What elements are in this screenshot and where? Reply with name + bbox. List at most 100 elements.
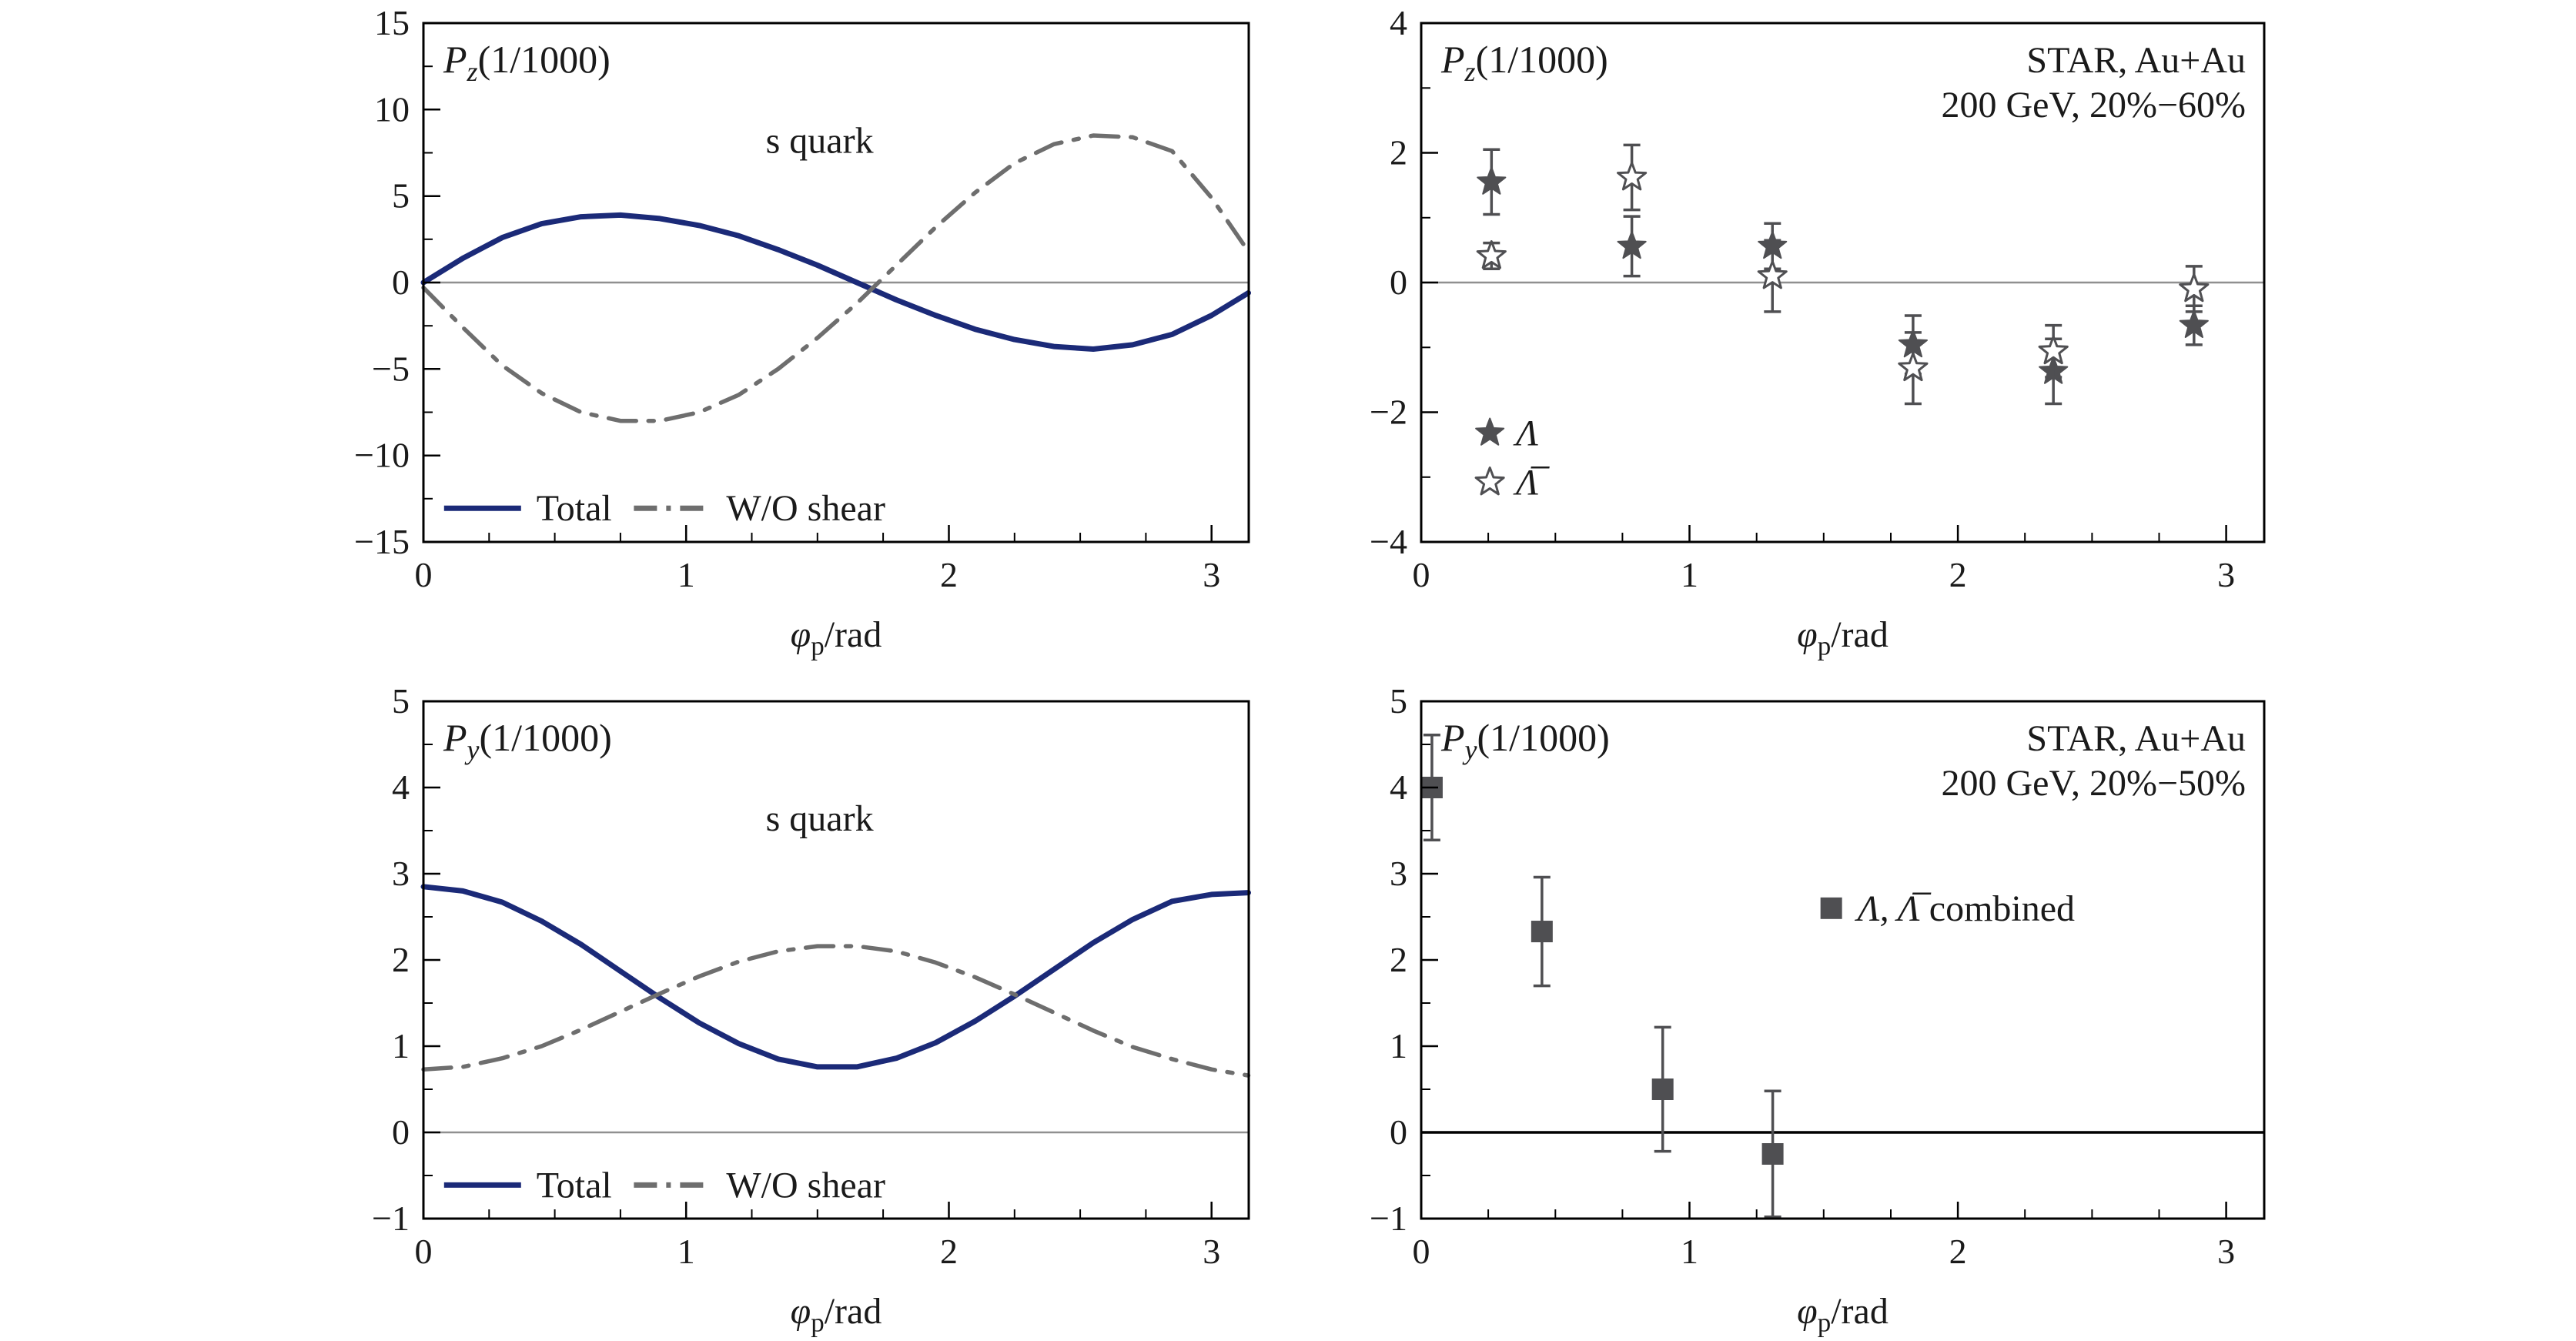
header-line: 200 GeV, 20%−50% xyxy=(1942,763,2246,804)
axis-frame xyxy=(422,700,1250,1220)
x-tick-label: 1 xyxy=(1681,1232,1698,1271)
x-tick-label: 1 xyxy=(677,1232,695,1271)
star-open-marker xyxy=(1757,260,1788,289)
y-tick-label: 2 xyxy=(1390,133,1407,172)
legend-label: Total xyxy=(537,1165,612,1206)
series-line-total xyxy=(420,884,1251,1070)
series-line-total xyxy=(420,212,1251,352)
legend-item: W/O shear xyxy=(634,1165,885,1206)
data-point xyxy=(2179,273,2210,303)
y-tick-label: 15 xyxy=(374,3,410,42)
ticks xyxy=(422,22,1213,543)
header-line: 200 GeV, 20%−60% xyxy=(1942,85,2246,125)
square-marker xyxy=(1820,897,1842,919)
legend-label: W/O shear xyxy=(726,488,885,529)
legend-item: Λ xyxy=(1475,413,1538,453)
y-tick-label: 0 xyxy=(392,263,410,302)
y-tick-label: 1 xyxy=(1390,1026,1407,1065)
x-tick-label: 2 xyxy=(940,1232,958,1271)
data-point xyxy=(1761,1143,1784,1165)
series-line-w-o-shear xyxy=(421,944,1251,1078)
y-tick-label: 0 xyxy=(392,1112,410,1152)
legend-label: Λ, Λ̅ combined xyxy=(1855,888,2075,929)
x-axis-label: φp/rad xyxy=(791,614,882,661)
panel-title: Py(1/1000) xyxy=(443,716,612,765)
minor-ticks xyxy=(423,744,1147,1219)
panel-pz-model: 0 1 2 3 −15 −10 −5 0 5 10 15 φp/rad Pz(1/1000) s quar… xyxy=(354,3,1251,661)
star-filled-marker xyxy=(1617,230,1647,259)
star-filled-marker xyxy=(2179,309,2209,338)
star-open-marker xyxy=(2179,273,2210,303)
y-tick-label: −1 xyxy=(1370,1199,1407,1238)
star-filled-marker xyxy=(1477,166,1507,195)
data-point xyxy=(1617,230,1647,259)
x-tick-label: 3 xyxy=(2217,1232,2235,1271)
annotation: s quark xyxy=(766,798,874,839)
y-tick-label: 4 xyxy=(392,767,410,807)
annotation: s quark xyxy=(766,121,874,162)
legend-label: W/O shear xyxy=(726,1165,885,1206)
ticks xyxy=(422,700,1213,1220)
legend-label: Λ̅ xyxy=(1513,462,1550,503)
x-tick-label: 1 xyxy=(1681,555,1698,594)
series-line-w-o-shear xyxy=(421,133,1251,423)
y-tick-label: −4 xyxy=(1370,522,1407,561)
square-marker xyxy=(1531,921,1553,943)
panel-pz-data: 0 1 2 3 −4 −2 0 2 4 φp/rad Pz(1/1000) STAR, Au+Au20… xyxy=(1370,3,2266,661)
panel-title: Pz(1/1000) xyxy=(1440,38,1608,87)
square-marker xyxy=(1651,1078,1674,1100)
legend-label: Total xyxy=(537,488,612,529)
y-tick-label: 3 xyxy=(392,854,410,893)
star-open-marker xyxy=(1476,240,1507,269)
y-tick-label: 2 xyxy=(392,940,410,979)
x-axis-label: φp/rad xyxy=(791,1291,882,1338)
x-tick-label: 3 xyxy=(1203,555,1220,594)
header-line: STAR, Au+Au xyxy=(2026,40,2246,81)
legend-item: Λ, Λ̅ combined xyxy=(1820,888,2075,929)
y-tick-label: 1 xyxy=(392,1026,410,1065)
panel-title: Py(1/1000) xyxy=(1440,716,1610,765)
y-tick-label: 0 xyxy=(1390,1112,1407,1152)
y-tick-label: 5 xyxy=(392,176,410,216)
panel-title: Pz(1/1000) xyxy=(443,38,611,87)
data-point xyxy=(1531,921,1553,943)
x-axis-label: φp/rad xyxy=(1797,614,1889,661)
star-open-marker xyxy=(1617,162,1648,191)
star-open-marker xyxy=(2038,335,2069,365)
data-point xyxy=(1617,162,1648,191)
minor-ticks xyxy=(423,65,1147,542)
x-tick-label: 0 xyxy=(1413,555,1430,594)
data-point xyxy=(2038,335,2069,365)
header-line: STAR, Au+Au xyxy=(2026,718,2246,759)
legend-item: Λ̅ xyxy=(1474,462,1550,503)
legend-label: Λ xyxy=(1513,413,1538,453)
data-point xyxy=(1477,166,1507,195)
data-point xyxy=(1757,260,1788,289)
x-tick-label: 0 xyxy=(1413,1232,1430,1271)
ticks xyxy=(1420,22,2227,543)
x-tick-label: 2 xyxy=(940,555,958,594)
y-tick-label: 5 xyxy=(392,681,410,721)
data-point xyxy=(2179,309,2209,338)
y-tick-label: −15 xyxy=(354,522,410,561)
y-tick-label: 10 xyxy=(374,89,410,129)
y-tick-label: −10 xyxy=(354,436,410,475)
x-tick-label: 2 xyxy=(1949,555,1967,594)
y-tick-label: 5 xyxy=(1390,681,1407,721)
x-tick-label: 2 xyxy=(1949,1232,1967,1271)
star-filled-marker xyxy=(1475,417,1505,446)
y-tick-label: 2 xyxy=(1390,940,1407,979)
x-tick-label: 3 xyxy=(2217,555,2235,594)
y-tick-label: −5 xyxy=(372,349,410,388)
y-tick-label: −2 xyxy=(1370,393,1407,432)
x-tick-label: 0 xyxy=(415,1232,433,1271)
y-tick-label: 0 xyxy=(1390,263,1407,302)
legend-item: W/O shear xyxy=(634,488,885,529)
minor-ticks xyxy=(1421,744,2160,1219)
legend-item: Total xyxy=(443,1165,612,1206)
x-tick-label: 1 xyxy=(677,555,695,594)
x-axis-label: φp/rad xyxy=(1797,1291,1889,1338)
